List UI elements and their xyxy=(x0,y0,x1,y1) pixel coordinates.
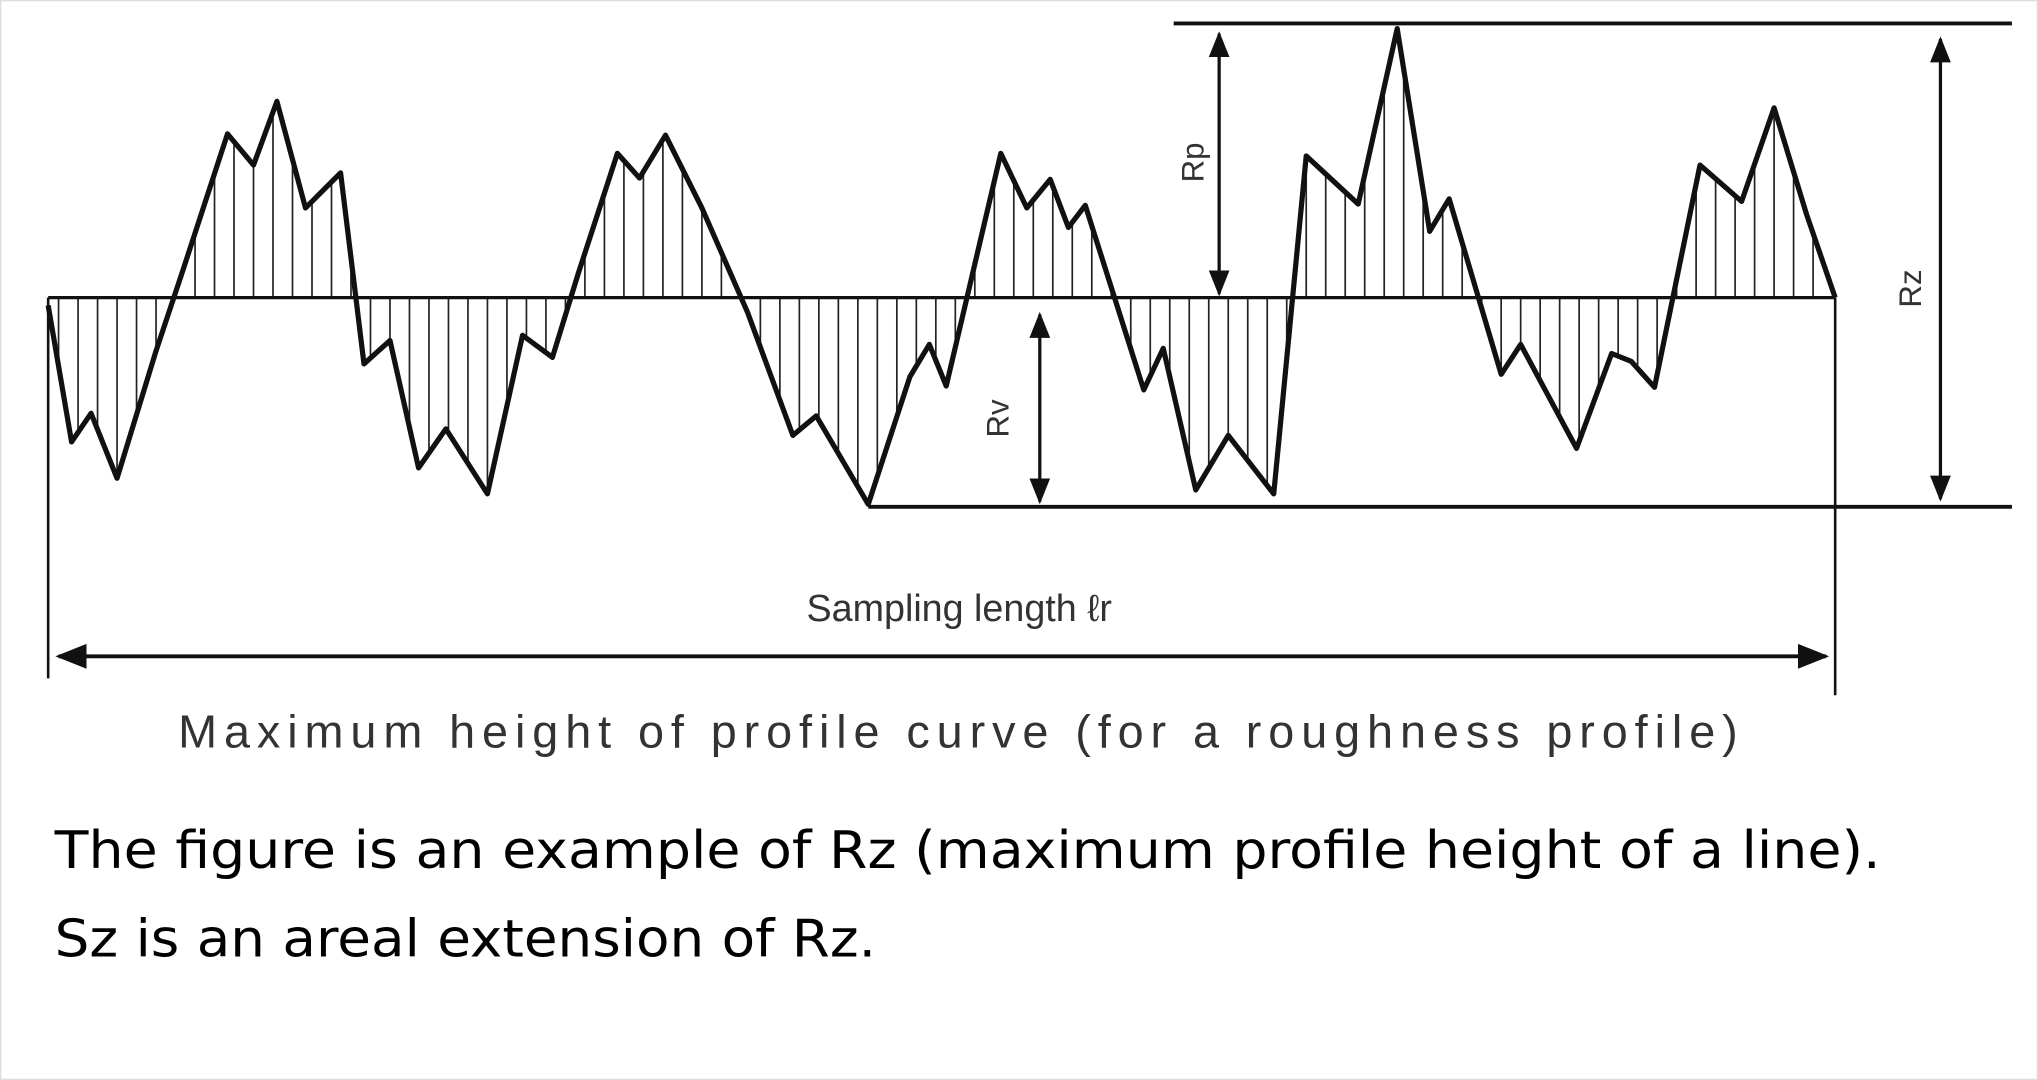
roughness-profile-curve xyxy=(45,25,1838,507)
rv-label: Rv xyxy=(981,399,1016,438)
rp-label: Rp xyxy=(1176,143,1211,183)
description-line-2: Sz is an areal extension of Rz. xyxy=(55,910,876,970)
sampling-length-label: Sampling length ℓr xyxy=(807,587,1112,629)
profile-hatching xyxy=(57,69,1814,494)
rz-label: Rz xyxy=(1893,269,1928,307)
description-line-1: The figure is an example of Rz (maximum … xyxy=(54,821,1881,881)
diagram-caption: Maximum height of profile curve (for a r… xyxy=(178,705,1738,757)
